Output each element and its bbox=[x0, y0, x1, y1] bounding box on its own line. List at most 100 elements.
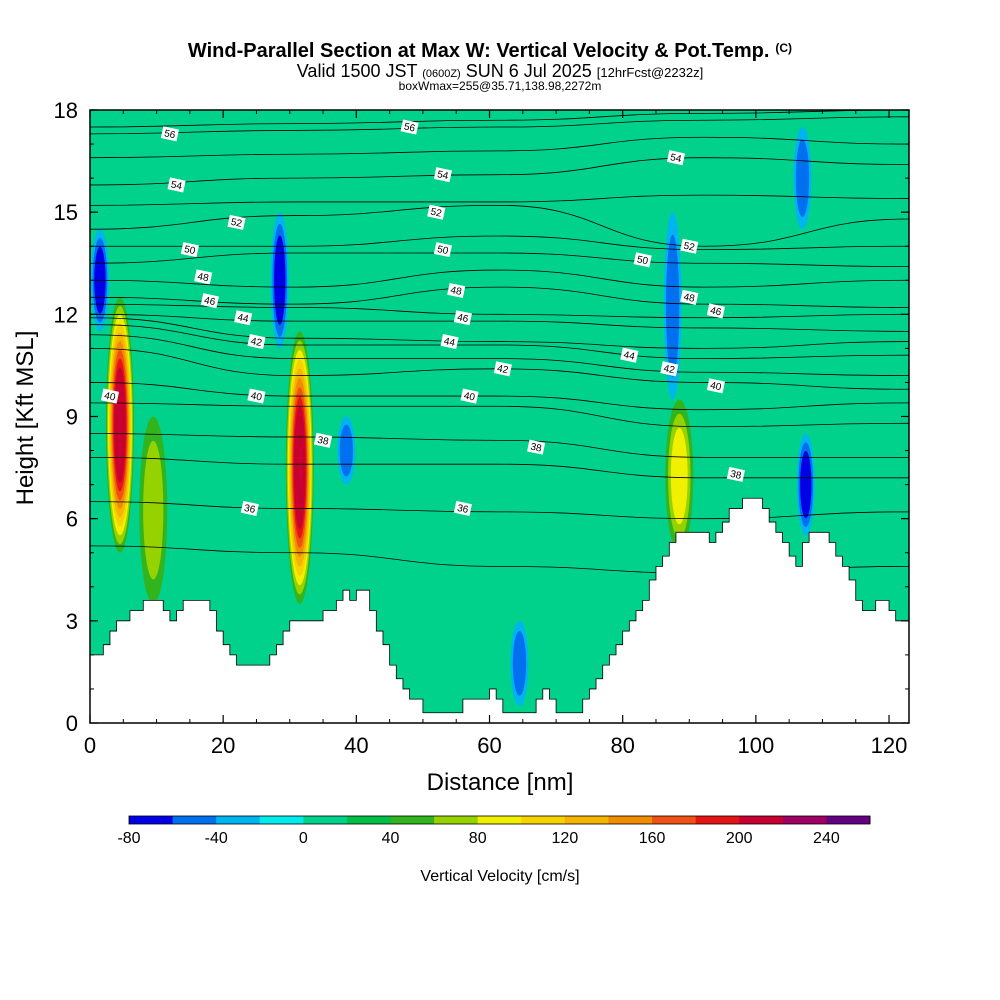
contour-label: 46 bbox=[706, 303, 725, 319]
colorbar-swatch bbox=[564, 816, 609, 824]
colorbar-tick-label: 0 bbox=[299, 830, 308, 847]
contour-label-text: 44 bbox=[236, 312, 250, 325]
contour-label: 36 bbox=[240, 500, 259, 516]
downdraft-shade bbox=[795, 139, 810, 217]
downdraft-cell bbox=[796, 433, 815, 536]
contour-label: 50 bbox=[633, 252, 652, 267]
contour-label: 38 bbox=[313, 432, 333, 448]
y-tick-label: 3 bbox=[66, 609, 78, 634]
contour-label-bg bbox=[400, 119, 419, 135]
contour-label-text: 44 bbox=[443, 336, 457, 349]
downdraft-cell bbox=[337, 416, 356, 485]
title-main: Wind-Parallel Section at Max W: Vertical… bbox=[188, 40, 769, 62]
updraft-shade bbox=[293, 405, 306, 530]
colorbar-swatch bbox=[782, 816, 827, 824]
contour-label-text: 50 bbox=[436, 244, 450, 257]
contour-label-bg bbox=[660, 361, 679, 377]
subtitle-valid: Valid 1500 JST bbox=[297, 61, 422, 81]
colorbar-tick-label: 120 bbox=[552, 830, 579, 847]
contour-label-bg bbox=[234, 310, 253, 326]
updraft-cell bbox=[139, 416, 168, 604]
x-tick-label: 60 bbox=[477, 733, 501, 758]
theta-contour bbox=[90, 402, 909, 428]
contour-label: 50 bbox=[180, 242, 199, 258]
title-copyright: (C) bbox=[775, 41, 792, 55]
contour-label-text: 38 bbox=[316, 435, 330, 448]
y-tick-label: 12 bbox=[54, 302, 78, 327]
terrain-mask bbox=[89, 497, 910, 724]
x-tick-label: 40 bbox=[344, 733, 368, 758]
subtitle-forecast: [12hrFcst@2232z] bbox=[597, 65, 703, 80]
contour-label-text: 42 bbox=[250, 336, 264, 349]
contour-label: 40 bbox=[460, 388, 479, 404]
theta-contour bbox=[90, 334, 909, 377]
contour-label: 56 bbox=[400, 119, 419, 135]
colorbar-swatch bbox=[695, 816, 740, 824]
contour-label: 50 bbox=[433, 242, 452, 257]
contour-label-text: 40 bbox=[709, 380, 723, 393]
colorbar: -80 -40 0 40 80 120 160 200 240 bbox=[117, 815, 871, 847]
contour-label: 54 bbox=[433, 167, 452, 182]
contour-label-bg bbox=[427, 204, 446, 220]
contour-label: 44 bbox=[440, 334, 459, 350]
theta-contour bbox=[90, 204, 909, 247]
contour-label-text: 54 bbox=[436, 169, 450, 182]
downdraft-cell bbox=[663, 212, 682, 400]
theta-contours bbox=[90, 110, 909, 574]
contour-label-bg bbox=[680, 289, 699, 305]
colorbar-swatch bbox=[608, 816, 653, 824]
colorbar-label: Vertical Velocity [cm/s] bbox=[420, 868, 579, 885]
updraft-cell bbox=[665, 399, 694, 553]
chart-title: Wind-Parallel Section at Max W: Vertical… bbox=[188, 40, 792, 62]
contour-label: 52 bbox=[227, 214, 246, 230]
contour-label-text: 46 bbox=[456, 312, 470, 325]
contour-label-bg bbox=[440, 334, 459, 350]
contour-label-bg bbox=[194, 269, 213, 285]
plot-area: 56 56 54 54 54 52 52 52 50 50 50 48 48 48 46 46 46 44 44 44… bbox=[54, 98, 910, 758]
contour-label: 38 bbox=[527, 439, 546, 455]
contour-label-bg bbox=[100, 388, 120, 404]
contour-label-text: 52 bbox=[429, 207, 443, 220]
x-axis: 0 20 40 60 80 100 120 bbox=[84, 110, 908, 758]
contour-label-text: 36 bbox=[456, 503, 470, 516]
contour-label-bg bbox=[200, 293, 219, 309]
colorbar-swatch bbox=[129, 816, 174, 824]
x-tick-label: 120 bbox=[871, 733, 908, 758]
theta-contour bbox=[90, 303, 909, 319]
x-tick-label: 0 bbox=[84, 733, 96, 758]
theta-contour bbox=[90, 456, 909, 479]
downdraft-cell bbox=[793, 127, 812, 230]
contour-label-bg bbox=[247, 334, 266, 350]
theta-contour bbox=[90, 313, 909, 332]
contour-label: 46 bbox=[453, 310, 472, 326]
contour-label-text: 46 bbox=[709, 305, 723, 318]
theta-contour bbox=[90, 235, 909, 251]
contour-label-bg bbox=[706, 378, 725, 394]
contour-label-bg bbox=[453, 310, 472, 326]
downdraft-shade bbox=[665, 234, 680, 377]
contour-label-bg bbox=[453, 500, 472, 516]
contour-label-text: 46 bbox=[203, 295, 217, 308]
theta-contour bbox=[90, 136, 909, 159]
contour-label-bg bbox=[167, 177, 186, 193]
contour-label-text: 40 bbox=[250, 391, 264, 404]
colorbar-tick-label: -40 bbox=[205, 830, 228, 847]
theta-contour bbox=[90, 194, 909, 206]
theta-contour bbox=[90, 501, 909, 520]
contour-label: 44 bbox=[620, 347, 639, 363]
contour-label: 48 bbox=[680, 289, 699, 305]
theta-contour bbox=[90, 382, 909, 411]
colorbar-swatch bbox=[521, 816, 566, 824]
y-axis-label: Height [Kft MSL] bbox=[12, 331, 39, 506]
contour-label-text: 42 bbox=[496, 363, 510, 376]
updraft-shade bbox=[114, 367, 126, 483]
contour-label-text: 36 bbox=[243, 503, 257, 516]
theta-contour bbox=[90, 433, 909, 458]
colorbar-tick-label: 160 bbox=[639, 830, 666, 847]
downdraft-shade bbox=[512, 631, 527, 696]
theta-contour bbox=[90, 116, 909, 135]
contour-label-text: 48 bbox=[196, 271, 210, 284]
colorbar-tick-label: -80 bbox=[117, 830, 140, 847]
contour-label-text: 54 bbox=[669, 152, 683, 165]
contour-label-bg bbox=[180, 242, 199, 258]
